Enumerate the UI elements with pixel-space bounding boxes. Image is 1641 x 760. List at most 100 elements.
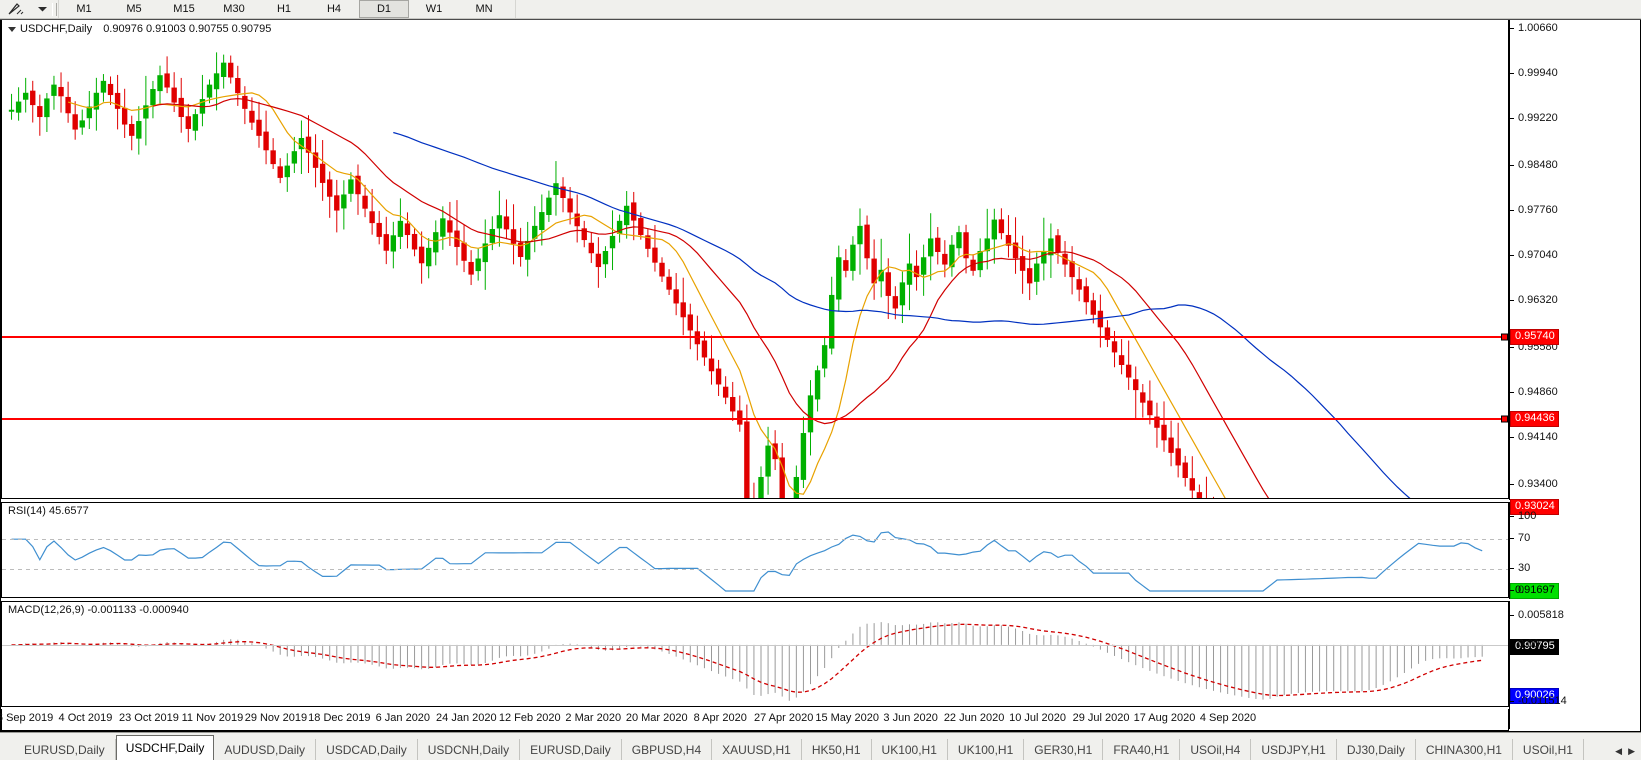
chart-tab-usdjpy-h1[interactable]: USDJPY,H1 — [1251, 739, 1337, 760]
price-tick-label: 0.93400 — [1518, 477, 1558, 490]
resistance-1-line[interactable] — [2, 335, 1508, 338]
chart-tab-china300-h1[interactable]: CHINA300,H1 — [1416, 739, 1513, 760]
price-scale[interactable]: 1.00660 0.99940 0.99220 0.98480 0.97760 0.970… — [1509, 20, 1640, 704]
chart-header: USDCHF,Daily 0.90976 0.91003 0.90755 0.9… — [8, 23, 271, 35]
tab-prev-icon[interactable]: ◀ — [1615, 746, 1623, 756]
macd-zero-line — [2, 644, 1508, 646]
chevron-down-icon[interactable] — [34, 0, 50, 18]
chart-tab-usoil-h1[interactable]: USOil,H1 — [1513, 739, 1584, 760]
resistance-1-handle[interactable] — [1501, 333, 1508, 341]
date-tick-label: 22 Jun 2020 — [943, 712, 1005, 724]
chart-tab-fra40-h1[interactable]: FRA40,H1 — [1103, 739, 1181, 760]
price-tick — [1509, 118, 1514, 120]
price-tick-label: 0.94860 — [1518, 386, 1558, 399]
chart-tab-xauusd-h1[interactable]: XAUUSD,H1 — [712, 739, 802, 760]
chart-tab-usdcad-daily[interactable]: USDCAD,Daily — [316, 739, 418, 760]
date-tick-label: 8 Apr 2020 — [693, 712, 747, 724]
date-tick-label: 15 May 2020 — [815, 712, 879, 724]
resistance-2-line[interactable] — [2, 417, 1508, 420]
macd-histogram — [11, 622, 1483, 701]
rsi-tick-label: 70 — [1518, 532, 1531, 545]
macd-tick — [1509, 701, 1514, 702]
price-tick — [1509, 73, 1514, 75]
macd-tick-label: 0.005818 — [1518, 609, 1564, 621]
macd-tick — [1509, 615, 1514, 616]
timeframe-m15[interactable]: M15 — [173, 3, 195, 15]
date-tick-label: 23 Oct 2019 — [118, 712, 179, 724]
chart-tab-usoil-h4[interactable]: USOil,H4 — [1180, 739, 1252, 760]
price-tick — [1509, 210, 1514, 212]
date-tick-label: 27 Apr 2020 — [754, 712, 814, 724]
price-pane[interactable]: USDCHF,Daily 0.90976 0.91003 0.90755 0.9… — [1, 20, 1509, 499]
rsi-overbought-line — [2, 539, 1508, 541]
price-tick-label: 0.96320 — [1518, 294, 1558, 307]
timeframe-m5[interactable]: M5 — [126, 3, 142, 15]
timeframe-group: M1 M5 M15 M30 H1 H4 D1 W1 MN — [58, 0, 509, 18]
chart-tab-uk100-h1[interactable]: UK100,H1 — [872, 739, 948, 760]
chart-tab-bar: EURUSD,Daily USDCHF,Daily AUDUSD,Daily USDC… — [0, 732, 1641, 760]
price-tick-label: 0.97040 — [1518, 249, 1558, 262]
chart-tab-eurusd-daily[interactable]: EURUSD,Daily — [520, 739, 622, 760]
macd-title: MACD(12,26,9) -0.001133 -0.000940 — [8, 604, 189, 616]
resistance-3-tag[interactable]: 0.93024 — [1510, 499, 1559, 516]
timeframe-h1[interactable]: H1 — [276, 3, 292, 15]
price-candles — [8, 52, 1411, 498]
current-price-tag[interactable]: 0.90795 — [1510, 639, 1559, 656]
date-tick-label: 2 Mar 2020 — [565, 712, 622, 724]
price-tick-label: 0.97760 — [1518, 204, 1558, 217]
date-tick-label: 10 Jul 2020 — [1009, 712, 1067, 724]
chart-tab-gbpusd-h4[interactable]: GBPUSD,H4 — [622, 739, 713, 760]
toolbar-grip[interactable] — [50, 0, 58, 18]
timeframe-mn[interactable]: MN — [475, 3, 493, 15]
rsi-oversold-line — [2, 568, 1508, 570]
rsi-tick-label: 100 — [1518, 510, 1537, 522]
date-tick-label: 4 Oct 2019 — [58, 712, 113, 724]
price-tick-label: 0.94140 — [1518, 431, 1558, 444]
price-tick-label: 1.00660 — [1518, 22, 1558, 34]
price-tick-label: 0.98480 — [1518, 158, 1558, 171]
chart-tab-uk100-h1[interactable]: UK100,H1 — [948, 739, 1025, 760]
chart-tab-dj30-daily[interactable]: DJ30,Daily — [1337, 739, 1416, 760]
timeframe-h4[interactable]: H4 — [326, 3, 342, 15]
date-tick-label: 18 Dec 2019 — [308, 712, 371, 724]
tab-scroll-nav[interactable]: ◀ ▶ — [1609, 746, 1641, 760]
price-tick — [1509, 300, 1514, 302]
price-tick — [1509, 483, 1514, 485]
resistance-1-tag[interactable]: 0.95740 — [1510, 328, 1559, 345]
rsi-tick-label: 30 — [1518, 561, 1531, 574]
chart-tab-ger30-h1[interactable]: GER30,H1 — [1024, 739, 1104, 760]
price-tick — [1509, 28, 1514, 29]
chart-tab-hk50-h1[interactable]: HK50,H1 — [802, 739, 872, 760]
rsi-scale[interactable]: 100 70 30 0 — [1509, 502, 1640, 599]
support-2-tag[interactable]: 0.90026 — [1510, 687, 1559, 704]
date-tick-label: 3 Jun 2020 — [883, 712, 938, 724]
timeframe-m30[interactable]: M30 — [223, 3, 245, 15]
resistance-2-tag[interactable]: 0.94436 — [1510, 410, 1559, 427]
resistance-2-handle[interactable] — [1501, 415, 1508, 423]
chart-tab-usdchf-daily[interactable]: USDCHF,Daily — [115, 735, 215, 760]
date-tick-label: 24 Jan 2020 — [436, 712, 497, 724]
price-tick-label: 0.99220 — [1518, 112, 1558, 125]
chart-tab-audusd-daily[interactable]: AUDUSD,Daily — [214, 739, 317, 760]
macd-scale[interactable]: 0.005818 0.00 -0.011514 — [1509, 601, 1640, 729]
rsi-tick-label: 0 — [1518, 584, 1525, 596]
chart-tab-eurusd-daily[interactable]: EURUSD,Daily — [14, 739, 116, 760]
price-tick — [1509, 164, 1514, 166]
support-1-tag[interactable]: 0.91697 — [1510, 582, 1559, 599]
tab-next-icon[interactable]: ▶ — [1628, 746, 1635, 756]
chart-ohlc-label: 0.90976 0.91003 0.90755 0.90795 — [103, 23, 272, 35]
cursor-crosshair-icon[interactable] — [0, 0, 34, 18]
rsi-tick — [1509, 516, 1514, 517]
chart-symbol-label: USDCHF,Daily — [20, 23, 93, 35]
timeframe-w1[interactable]: W1 — [425, 3, 443, 15]
date-tick-label: 29 Jul 2020 — [1072, 712, 1130, 724]
date-tick-label: 17 Aug 2020 — [1133, 712, 1196, 724]
chart-tab-usdcnh-daily[interactable]: USDCNH,Daily — [418, 739, 521, 760]
macd-pane[interactable]: MACD(12,26,9) -0.001133 -0.000940 — [1, 601, 1509, 707]
triangle-down-icon[interactable] — [8, 26, 16, 32]
timeframe-m1[interactable]: M1 — [76, 3, 92, 15]
timeframe-d1[interactable]: D1 — [359, 0, 409, 18]
rsi-tick — [1509, 567, 1514, 569]
rsi-pane[interactable]: RSI(14) 45.6577 — [1, 502, 1509, 598]
